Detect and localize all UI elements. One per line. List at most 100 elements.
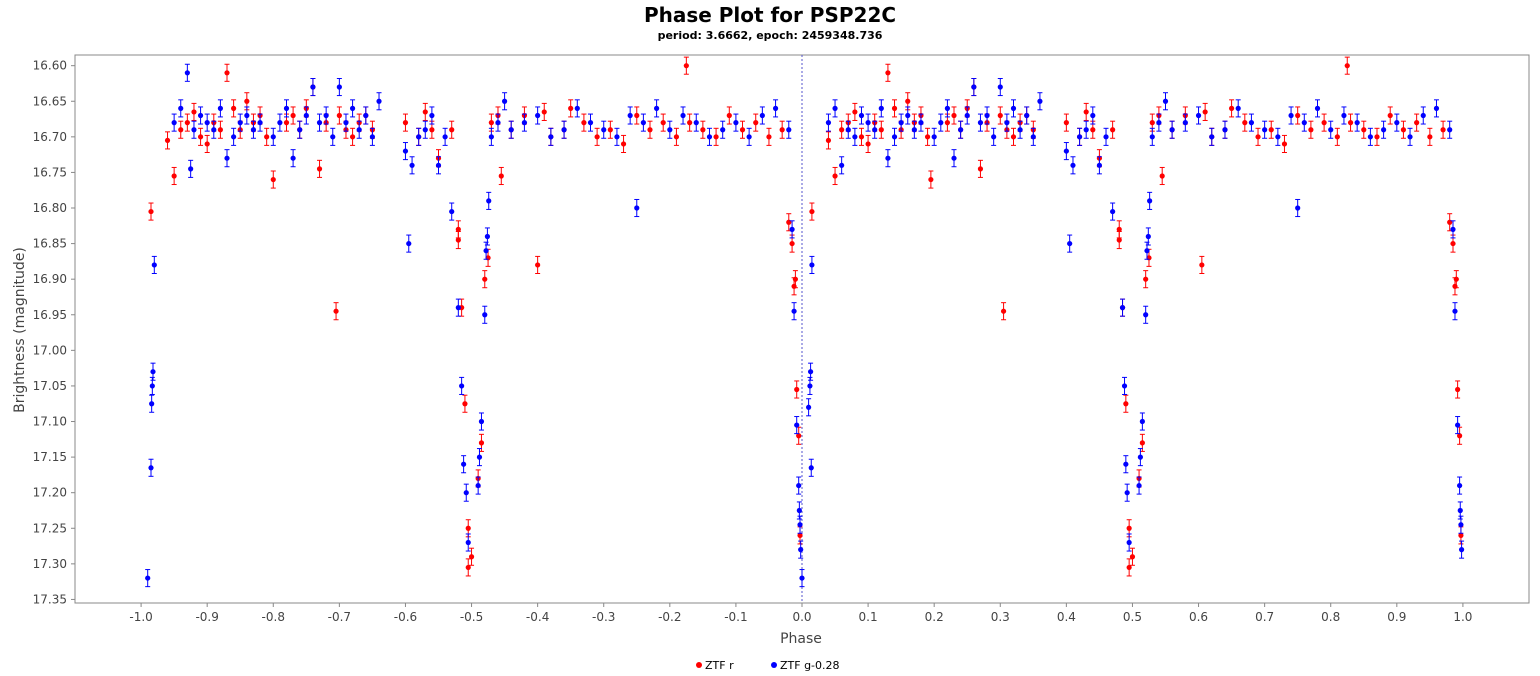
point-marker [779, 127, 785, 133]
point-marker [310, 84, 316, 90]
y-tick-label: 17.35 [33, 592, 67, 606]
point-marker [171, 120, 177, 126]
data-point [574, 99, 580, 118]
legend-marker-ztf-g [771, 662, 777, 668]
point-marker [997, 84, 1003, 90]
point-marker [1149, 120, 1155, 126]
data-point [1139, 412, 1145, 431]
point-marker [807, 383, 813, 389]
point-marker [1457, 507, 1463, 514]
point-marker [885, 70, 891, 76]
data-point [720, 120, 726, 139]
point-marker [700, 127, 706, 133]
point-marker [465, 539, 471, 546]
data-point [1427, 127, 1433, 146]
data-point [244, 106, 250, 125]
data-point [693, 113, 699, 132]
point-marker [1255, 134, 1261, 140]
data-point [1457, 501, 1463, 520]
x-tick-label: 0.4 [1057, 610, 1076, 624]
data-point [667, 120, 673, 139]
point-marker [1433, 105, 1440, 111]
point-marker [316, 166, 323, 172]
data-point [594, 127, 600, 146]
point-marker [852, 109, 858, 115]
point-marker [739, 127, 746, 133]
data-point [1090, 106, 1096, 125]
point-marker [237, 120, 243, 126]
point-marker [1262, 127, 1268, 133]
data-point [1344, 56, 1350, 75]
data-point [409, 156, 415, 175]
data-point [455, 298, 461, 317]
point-marker [409, 162, 415, 168]
data-point [587, 113, 594, 132]
x-tick-label: 1.0 [1453, 610, 1472, 624]
data-series [145, 56, 1465, 588]
point-marker [924, 134, 931, 140]
point-marker [1202, 109, 1208, 115]
point-marker [303, 112, 309, 119]
point-marker [865, 120, 871, 126]
point-marker [330, 134, 336, 140]
data-point [794, 380, 800, 399]
x-tick-label: 0.2 [925, 610, 944, 624]
point-marker [1457, 433, 1463, 439]
point-marker [1440, 127, 1446, 133]
data-point [680, 106, 686, 125]
point-marker [852, 134, 858, 140]
data-point [463, 483, 469, 502]
data-point [1301, 113, 1307, 132]
data-point [303, 106, 309, 125]
x-tick-label: 0.6 [1189, 610, 1208, 624]
data-point [1110, 202, 1116, 221]
point-marker [1457, 482, 1463, 489]
point-marker [297, 127, 303, 133]
data-point [951, 106, 957, 125]
data-point [746, 127, 752, 146]
point-marker [1110, 127, 1116, 133]
y-axis-ticks: 16.60 16.65 16.70 16.75 16.80 16.85 16.90 16.95… [33, 59, 75, 606]
data-point [270, 127, 276, 146]
data-point [1037, 92, 1043, 111]
point-marker [1450, 240, 1456, 247]
data-point [809, 255, 815, 274]
point-marker [290, 155, 296, 161]
point-marker [977, 120, 984, 126]
data-point [349, 127, 356, 146]
data-point [858, 106, 865, 125]
point-marker [753, 120, 759, 126]
data-point [475, 476, 481, 495]
point-marker [323, 112, 329, 119]
point-marker [270, 134, 276, 140]
point-marker [794, 386, 800, 393]
point-marker [171, 173, 177, 179]
data-point [449, 120, 455, 139]
point-marker [406, 240, 412, 247]
data-point [700, 120, 706, 139]
data-point [1110, 120, 1116, 139]
data-point [264, 127, 270, 146]
point-marker [1344, 63, 1350, 69]
data-point [277, 113, 283, 132]
data-point [535, 106, 541, 125]
point-marker [1381, 127, 1387, 133]
point-marker [845, 127, 851, 133]
point-marker [498, 173, 504, 179]
point-marker [416, 134, 422, 140]
point-marker [938, 120, 944, 126]
point-marker [568, 105, 574, 111]
point-marker [178, 105, 184, 111]
data-point [188, 159, 194, 178]
point-marker [197, 134, 204, 140]
point-marker [495, 120, 501, 126]
point-marker [809, 262, 815, 268]
data-point [1242, 113, 1248, 132]
data-point [482, 270, 488, 289]
point-marker [1024, 112, 1030, 119]
data-point [607, 120, 613, 139]
data-point [1334, 127, 1340, 146]
x-tick-label: 0.1 [859, 610, 878, 624]
point-marker [1070, 162, 1076, 168]
data-point [1255, 127, 1261, 146]
